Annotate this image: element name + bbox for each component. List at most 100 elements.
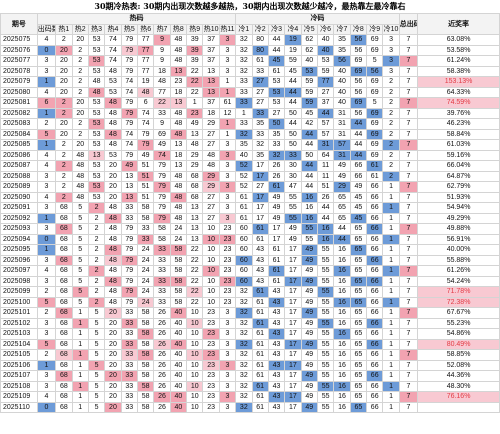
data-cell: 3: [218, 160, 237, 172]
data-cell: 43: [251, 244, 269, 256]
data-cell: 20: [104, 338, 122, 350]
data-cell: 49: [300, 254, 318, 266]
data-cell: 26: [153, 317, 171, 329]
data-cell: 24: [136, 296, 155, 308]
data-cell: 56: [349, 76, 368, 88]
header-row: 期号热码冷码总出码近奖率: [0, 13, 500, 35]
data-cell: 3: [36, 181, 57, 193]
data-cell: 50: [284, 107, 302, 119]
data-cell: 10: [186, 391, 204, 403]
header-total: 总出码: [398, 13, 419, 35]
data-cell: 79: [153, 160, 171, 172]
rate-cell: 153.13%: [417, 76, 500, 88]
data-cell: 69: [366, 86, 384, 98]
data-cell: 40: [333, 86, 351, 98]
data-cell: 49: [267, 212, 286, 224]
rate-cell: 59.16%: [417, 149, 500, 161]
table-row: 2025080 4 20 2 48 53 74 48 77 18 22 13 1 33 27 53 44 59 27…: [0, 86, 500, 98]
data-cell: 49: [300, 391, 318, 403]
data-cell: 31: [333, 128, 351, 140]
data-cell: 37: [316, 97, 335, 109]
data-cell: 31: [333, 107, 351, 119]
data-cell: 65: [349, 275, 368, 287]
data-cell: 16: [333, 317, 351, 329]
data-cell: 10: [202, 233, 220, 245]
table-row: 2025089 3 2 48 53 20 13 51 79 48 68 29 3 52 27 61 47 44 51…: [0, 181, 500, 193]
subheader-5: 热5: [120, 23, 138, 35]
data-cell: 49: [300, 275, 318, 287]
data-cell: 56: [349, 44, 368, 56]
data-cell: 44: [300, 160, 318, 172]
data-cell: 5: [87, 391, 106, 403]
data-cell: 22: [186, 296, 204, 308]
data-cell: 65: [349, 370, 368, 382]
data-cell: 5: [87, 328, 106, 340]
data-cell: 2: [55, 181, 73, 193]
data-cell: 10: [186, 380, 204, 392]
rate-cell: 62.79%: [417, 181, 500, 193]
data-cell: 26: [153, 338, 171, 350]
data-cell: 23: [218, 223, 237, 235]
data-cell: 26: [316, 191, 335, 203]
data-cell: 3: [382, 34, 400, 46]
data-cell: 2: [382, 139, 400, 151]
data-cell: 60: [235, 275, 253, 287]
data-cell: 30: [284, 160, 302, 172]
table-row: 2025109 4 68 1 5 20 33 58 26 40 10 23 3 32 61 43 17 49 55 1…: [0, 391, 500, 403]
rate-cell: 58.85%: [417, 349, 500, 361]
data-cell: 26: [153, 391, 171, 403]
table-row: 2025075 4 2 20 53 74 79 77 9 48 39 37 3 32 80 44 19 62 40 3…: [0, 34, 500, 46]
rate-cell: 55.23%: [417, 317, 500, 329]
data-cell: 32: [235, 328, 253, 340]
data-cell: 1: [382, 307, 400, 319]
data-cell: 65: [349, 265, 368, 277]
data-cell: 9: [153, 34, 171, 46]
subheader-7: 热7: [153, 23, 171, 35]
data-cell: 16: [333, 359, 351, 371]
data-cell: 17: [284, 307, 302, 319]
data-cell: 61: [251, 223, 269, 235]
data-cell: 53: [87, 97, 106, 109]
data-cell: 3: [218, 149, 237, 161]
data-cell: 1: [71, 401, 89, 413]
data-cell: 79: [120, 107, 138, 119]
data-cell: 31: [316, 139, 335, 151]
data-cell: 3: [382, 44, 400, 56]
data-cell: 5: [87, 349, 106, 361]
rate-cell: 71.78%: [417, 286, 500, 298]
data-cell: 23: [218, 233, 237, 245]
data-cell: 18: [153, 65, 171, 77]
data-cell: 3: [218, 307, 237, 319]
data-cell: 45: [300, 107, 318, 119]
data-cell: 32: [235, 128, 253, 140]
total-cell: 7: [398, 160, 419, 172]
data-cell: 2: [87, 244, 106, 256]
data-cell: 61: [267, 254, 286, 266]
data-cell: 33: [120, 338, 138, 350]
data-cell: 52: [235, 160, 253, 172]
data-cell: 55: [300, 233, 318, 245]
data-cell: 69: [366, 149, 384, 161]
data-cell: 40: [300, 55, 318, 67]
data-cell: 17: [251, 202, 269, 214]
data-cell: 66: [366, 328, 384, 340]
data-cell: 23: [218, 286, 237, 298]
data-cell: 58: [169, 254, 188, 266]
data-cell: 20: [104, 307, 122, 319]
data-cell: 32: [251, 139, 269, 151]
data-cell: 49: [300, 244, 318, 256]
data-cell: 77: [136, 34, 155, 46]
data-cell: 3: [382, 65, 400, 77]
data-cell: 13: [186, 223, 204, 235]
data-cell: 49: [153, 139, 171, 151]
data-cell: 51: [136, 170, 155, 182]
data-cell: 55: [316, 391, 335, 403]
data-cell: 10: [186, 349, 204, 361]
data-cell: 44: [284, 118, 302, 130]
data-cell: 23: [218, 244, 237, 256]
data-cell: 33: [120, 317, 138, 329]
data-cell: 43: [267, 317, 286, 329]
data-cell: 56: [333, 55, 351, 67]
subheader-4: 热4: [104, 23, 122, 35]
data-cell: 3: [218, 380, 237, 392]
